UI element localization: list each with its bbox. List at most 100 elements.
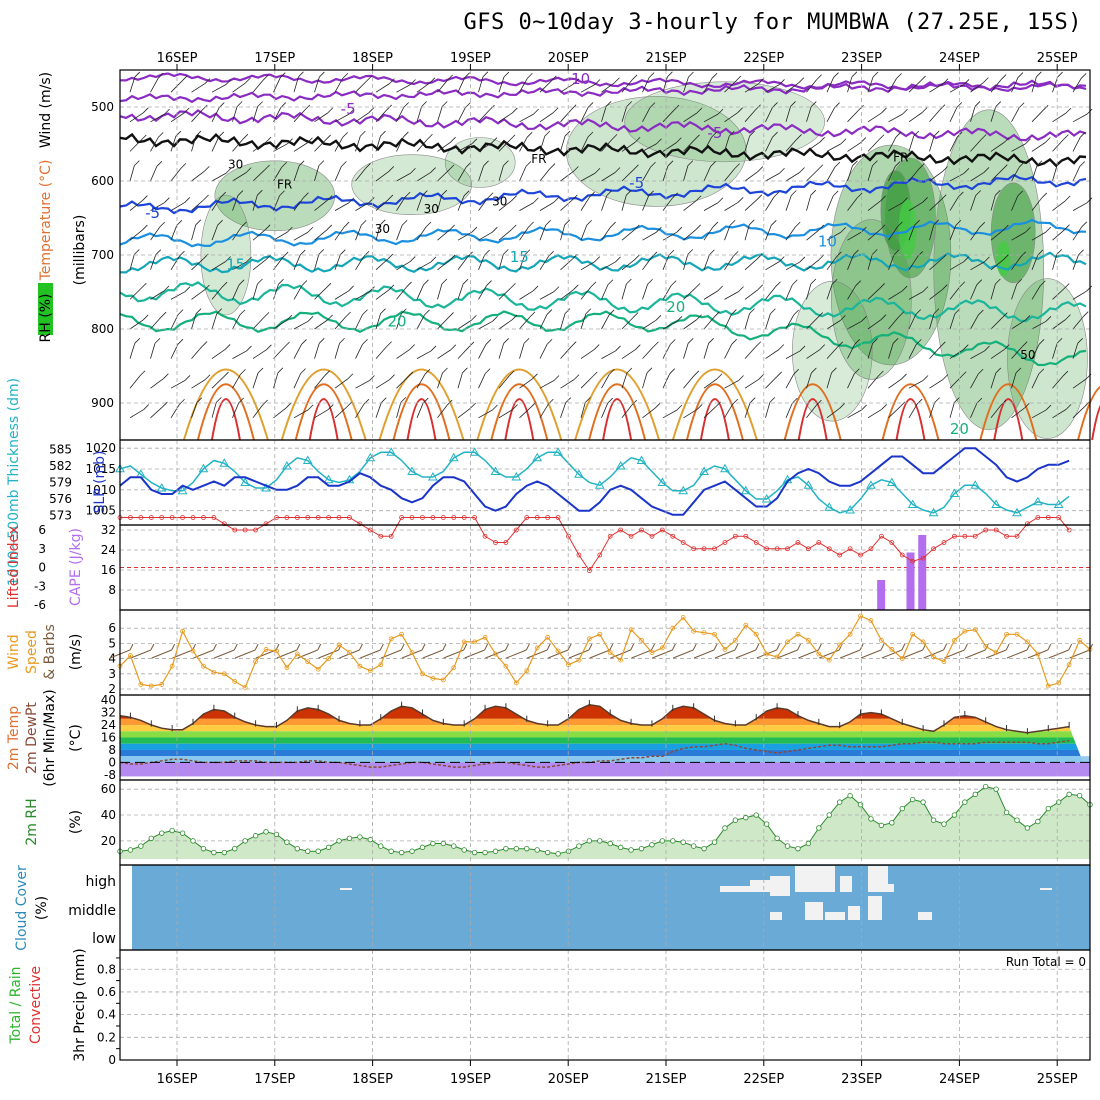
wind-barb [601, 172, 616, 182]
rh-point [743, 814, 749, 821]
wind-barb [703, 78, 713, 93]
wind-barb [744, 171, 759, 182]
cloud-cell [918, 912, 932, 920]
wind-barb [642, 346, 654, 359]
wind-barb [533, 108, 539, 115]
li-point [534, 515, 540, 520]
wind-barb [560, 346, 572, 359]
wind-barb [980, 134, 987, 140]
wind-barb [180, 163, 187, 169]
wind-barb [170, 404, 180, 419]
thickness-point [219, 458, 230, 467]
wind-barb [586, 219, 593, 226]
wind-speed-point [722, 647, 728, 652]
freezing-label: FR [531, 152, 546, 166]
wind-barb [539, 112, 554, 123]
cloud-cell [1040, 888, 1052, 890]
wind-barb [990, 405, 1002, 419]
wind-barb [539, 380, 555, 389]
isotherm-line [119, 132, 1087, 168]
wind-barb [396, 225, 403, 241]
wind-barb [724, 112, 738, 123]
wind10m-barb [212, 643, 217, 651]
wind-barb [519, 343, 525, 359]
wind-barb [232, 138, 244, 152]
wind-barb [155, 249, 162, 255]
wind-barb [683, 319, 697, 330]
wind-barb [785, 106, 791, 122]
wind-barb [580, 286, 592, 300]
wind-barb [806, 259, 820, 271]
wind-barb [826, 320, 841, 330]
wind-barb [293, 254, 301, 270]
wind-barb [519, 78, 528, 93]
cloud-cell [840, 876, 852, 892]
wind-barb [423, 279, 429, 286]
wind-speed-point [284, 665, 290, 671]
cloud-cell [805, 902, 823, 920]
isotherm-warm-arc [294, 383, 353, 441]
wind-barb [484, 368, 491, 374]
wind-speed-point [148, 683, 154, 689]
li-point [315, 515, 321, 520]
wind-barb [498, 287, 511, 300]
thickness-point [323, 474, 334, 484]
wind-barb [183, 107, 190, 114]
wind-barb [355, 256, 365, 271]
li-tick-label: 3 [38, 542, 46, 556]
thickness-point [386, 447, 397, 456]
rh-point [357, 834, 363, 840]
wind-barb [334, 378, 349, 389]
rh-point [367, 836, 374, 843]
wind-barb [785, 82, 800, 93]
wind-speed-point [180, 628, 185, 634]
cloud-level-label: high [85, 874, 116, 890]
freezing-label: FR [893, 150, 908, 164]
wind-barb [990, 259, 1004, 271]
li-point [785, 546, 790, 552]
wind-barb [990, 169, 1003, 182]
wind-barb [380, 130, 386, 137]
li-point [878, 533, 884, 539]
li-point [712, 546, 717, 552]
wind-barb [995, 367, 1002, 374]
isotherm-label: 20 [388, 313, 407, 331]
wind-barb [511, 195, 517, 201]
wind-barb [949, 286, 961, 300]
wind-barb [772, 131, 778, 138]
li-tick-label: -6 [34, 598, 46, 612]
wind-barb [662, 197, 673, 211]
wind-barb [511, 314, 518, 321]
wind-barb [437, 169, 450, 182]
wind-barb [396, 286, 407, 300]
wind-barb [203, 166, 210, 172]
wind-barb [695, 224, 701, 231]
wind-barb [334, 226, 345, 241]
wind-barb [416, 284, 424, 300]
wind-speed-point [534, 645, 540, 651]
wind-barb [204, 284, 210, 291]
wind-barb [273, 372, 279, 389]
li-point [972, 533, 978, 539]
wind-barb [400, 397, 407, 403]
rh-point [294, 845, 301, 852]
wind-barb [778, 256, 785, 262]
wind-barb [908, 380, 924, 389]
wind-barb [1031, 165, 1038, 182]
wind-barb [934, 397, 940, 403]
wind-barb [914, 219, 920, 226]
li-point [284, 515, 290, 520]
wind-barb [710, 161, 716, 167]
wind10m-barb [631, 649, 652, 659]
wind10m-barb [776, 643, 781, 651]
wind10m-barb [527, 649, 548, 659]
wind-barb [457, 107, 466, 122]
wind-barb [1045, 226, 1052, 233]
wind-barb [941, 253, 947, 260]
rh-point [920, 799, 926, 805]
wind-barb [519, 226, 529, 241]
wind-barb [519, 378, 533, 389]
wind-barb [796, 134, 802, 140]
wind-barb [365, 163, 371, 169]
rh-point [638, 845, 645, 852]
